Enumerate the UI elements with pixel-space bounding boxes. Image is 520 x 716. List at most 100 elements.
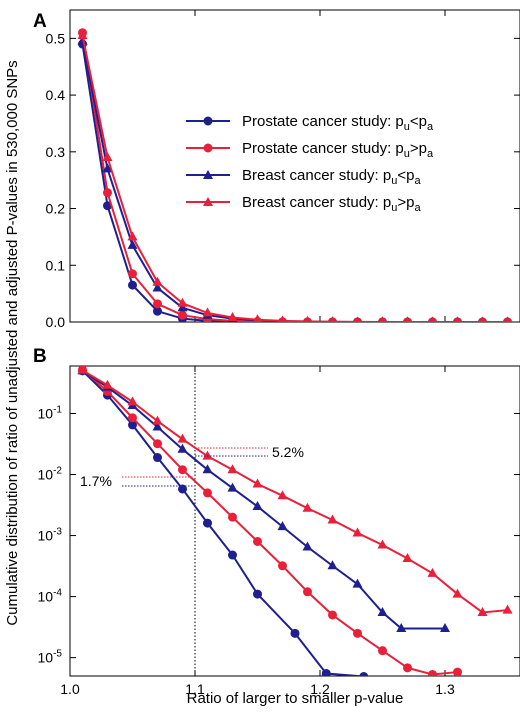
series-b-3-point: [202, 464, 213, 474]
legend: Prostate cancer study: pu<pa Prostate ca…: [186, 113, 434, 214]
series-a-3-point: [177, 302, 188, 312]
series-a-3-point: [152, 282, 163, 292]
series-a-4-point: [202, 307, 213, 317]
legend-sub-1b: a: [427, 121, 434, 133]
series-b-1-point: [359, 672, 369, 676]
series-b-4-point: [302, 502, 313, 512]
y-tick-label-b: 10-3: [38, 527, 63, 544]
series-b-4-point: [477, 606, 488, 616]
series-a-4-point: [329, 316, 336, 322]
series-b-2-point: [428, 669, 437, 676]
series-b-1-point: [228, 550, 237, 560]
series-b-4-point: [277, 490, 288, 500]
series-b-1-point: [153, 453, 162, 463]
y-tick-label-a: 0.1: [46, 257, 66, 273]
legend-text-4: Breast cancer study: pu>pa: [242, 194, 421, 214]
legend-marker-4: [203, 197, 213, 206]
panel-a-frame: [69, 9, 520, 323]
series-a-2-point: [103, 188, 112, 198]
legend-main-3: Breast cancer study: p: [242, 167, 391, 184]
series-a-3-point: [102, 163, 113, 173]
annotation-1-7-label: 1.7%: [80, 473, 112, 489]
y-tick-label-a: 0.3: [46, 144, 66, 160]
series-b-4-point: [402, 553, 413, 563]
series-b-4-point: [377, 539, 388, 549]
series-b-2-line: [81, 369, 458, 676]
series-b-2-point: [153, 439, 162, 449]
y-tick-label-b: 10-1: [38, 404, 63, 421]
series-b-4-point: [327, 514, 338, 524]
legend-main-2: Prostate cancer study: p: [242, 140, 404, 157]
annotation-5-2-label: 5.2%: [272, 444, 304, 460]
series-b-4-point: [227, 464, 238, 474]
series-a-4-line: [81, 35, 508, 322]
series-b-2-point: [203, 488, 212, 498]
series-b-2-point: [278, 561, 287, 571]
series-a-4-point: [253, 314, 262, 322]
panel-b-x-ticks: 1.0 1.1 1.2 1.3: [60, 366, 455, 697]
panel-b-series: [77, 366, 513, 676]
legend-text-2: Prostate cancer study: pu>pa: [242, 140, 434, 160]
series-b-1-point: [321, 668, 331, 676]
legend-marker-1: [203, 116, 213, 126]
series-a-4-point: [429, 316, 436, 322]
legend-mid-3: <p: [397, 167, 414, 184]
y-tick-label-a: 0.5: [46, 30, 66, 46]
series-b-1-point: [128, 420, 137, 430]
panel-b-y-ticks: 10-1 10-2 10-3 10-4 10-5: [38, 404, 520, 666]
legend-mid-4: >p: [397, 194, 414, 211]
series-b-2-point: [178, 465, 187, 475]
series-b-1-point: [290, 628, 300, 638]
legend-mid-2: >p: [410, 140, 427, 157]
series-b-4-point: [452, 588, 463, 598]
legend-text-1: Prostate cancer study: pu<pa: [242, 113, 434, 133]
series-b-2-point: [128, 413, 137, 423]
series-b-1-line: [81, 370, 364, 676]
annotation-5-2: 5.2%: [195, 444, 304, 460]
series-b-2-point: [228, 512, 237, 522]
legend-marker-3: [203, 170, 213, 179]
panel-b-frame: [69, 365, 520, 677]
series-a-1-point: [103, 201, 112, 211]
series-b-3-point: [277, 521, 288, 531]
y-tick-label-a: 0.4: [46, 87, 66, 103]
y-tick-label-a: 0.0: [46, 314, 66, 330]
series-a-2-point: [178, 310, 187, 320]
series-b-4-point: [127, 396, 138, 406]
series-a-4-point: [77, 30, 88, 40]
series-b-3-point: [302, 541, 313, 551]
legend-marker-2: [203, 143, 213, 153]
series-a-2-point: [128, 269, 137, 279]
series-b-3-point: [252, 500, 263, 510]
series-a-4-point: [354, 316, 361, 322]
series-b-1-point: [253, 589, 262, 599]
series-b-3-point: [327, 560, 338, 570]
legend-text-3: Breast cancer study: pu<pa: [242, 167, 421, 187]
series-b-4-point: [177, 433, 188, 443]
series-a-4-point: [152, 276, 163, 286]
series-a-4-point: [278, 315, 287, 322]
legend-sub-3a: u: [391, 175, 397, 187]
series-b-3-point: [227, 482, 238, 492]
series-b-4-point: [352, 527, 363, 537]
panel-a-x-ticks: [69, 10, 446, 322]
series-a-4-point: [479, 316, 486, 322]
legend-item: Breast cancer study: pu>pa: [186, 194, 421, 214]
legend-mid-1: <p: [410, 113, 427, 130]
series-b-3-point: [177, 443, 188, 453]
legend-main-4: Breast cancer study: p: [242, 194, 391, 211]
legend-main-1: Prostate cancer study: p: [242, 113, 404, 130]
x-tick-label-b: 1.3: [435, 681, 455, 697]
series-a-4-point: [379, 316, 386, 322]
series-b-1-point: [178, 484, 187, 494]
series-b-1-point: [203, 518, 212, 528]
legend-sub-2b: a: [427, 148, 434, 160]
panel-a-label: A: [33, 11, 47, 32]
series-b-3-point: [352, 578, 363, 588]
series-b-4-point: [252, 478, 263, 488]
series-b-4-point: [152, 415, 163, 425]
series-a-1-point: [153, 306, 162, 316]
series-b-2-point: [378, 646, 387, 656]
